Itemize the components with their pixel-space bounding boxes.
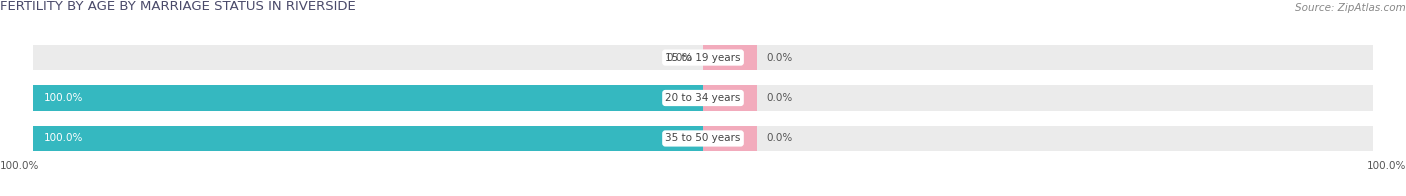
Bar bbox=[703, 126, 756, 151]
Text: 0.0%: 0.0% bbox=[766, 133, 793, 143]
Bar bbox=[34, 126, 703, 151]
Text: 0.0%: 0.0% bbox=[766, 93, 793, 103]
Bar bbox=[34, 85, 703, 111]
Text: 100.0%: 100.0% bbox=[44, 93, 83, 103]
Bar bbox=[703, 45, 756, 70]
Text: 100.0%: 100.0% bbox=[0, 161, 39, 171]
Bar bbox=[34, 45, 703, 70]
Bar bbox=[703, 85, 1372, 111]
Bar bbox=[34, 85, 703, 111]
Text: Source: ZipAtlas.com: Source: ZipAtlas.com bbox=[1295, 3, 1406, 13]
Bar bbox=[703, 85, 756, 111]
Text: 35 to 50 years: 35 to 50 years bbox=[665, 133, 741, 143]
Text: 100.0%: 100.0% bbox=[44, 133, 83, 143]
Bar bbox=[703, 126, 1372, 151]
Text: FERTILITY BY AGE BY MARRIAGE STATUS IN RIVERSIDE: FERTILITY BY AGE BY MARRIAGE STATUS IN R… bbox=[0, 0, 356, 13]
Text: 20 to 34 years: 20 to 34 years bbox=[665, 93, 741, 103]
Text: 100.0%: 100.0% bbox=[1367, 161, 1406, 171]
Text: 15 to 19 years: 15 to 19 years bbox=[665, 53, 741, 63]
Bar bbox=[34, 126, 703, 151]
Text: 0.0%: 0.0% bbox=[766, 53, 793, 63]
Text: 0.0%: 0.0% bbox=[666, 53, 693, 63]
Bar bbox=[703, 45, 1372, 70]
